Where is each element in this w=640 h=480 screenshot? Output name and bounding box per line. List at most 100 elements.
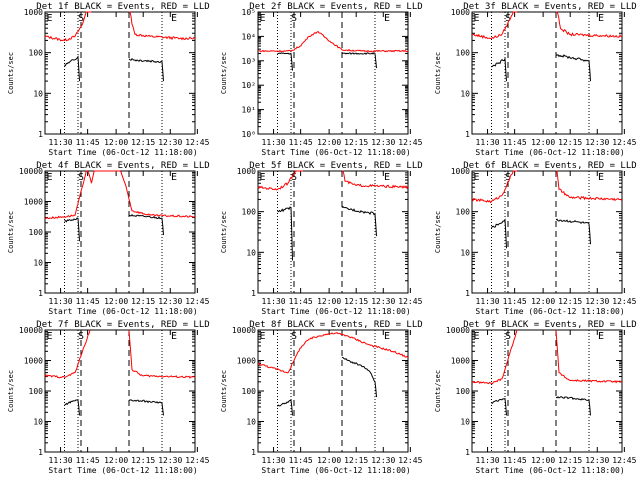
x-tick-label: 12:15 bbox=[558, 297, 582, 306]
x-tick-label: 11:30 bbox=[476, 138, 500, 147]
y-tick-label: 1 bbox=[38, 130, 43, 139]
x-tick-label: 12:45 bbox=[185, 297, 209, 306]
x-axis-label: Start Time (06-Oct-12 11:18:00) bbox=[261, 148, 410, 157]
event-marker-label: E bbox=[47, 172, 53, 183]
plot-frame bbox=[257, 11, 409, 135]
lld-series-line bbox=[471, 11, 517, 40]
x-tick-label: 12:30 bbox=[158, 297, 182, 306]
lld-series-line bbox=[128, 329, 196, 379]
events-series-line bbox=[341, 206, 377, 237]
x-tick-label: 12:45 bbox=[612, 456, 636, 465]
event-marker-label: S bbox=[78, 331, 84, 342]
x-tick-label: 12:45 bbox=[185, 138, 209, 147]
y-axis-label: Counts/sec bbox=[434, 52, 442, 94]
events-series-line bbox=[555, 218, 591, 245]
x-tick-label: 11:45 bbox=[289, 456, 313, 465]
y-tick-label: 100 bbox=[242, 208, 257, 217]
x-tick-label: 11:30 bbox=[476, 297, 500, 306]
x-tick-label: 11:45 bbox=[503, 456, 527, 465]
y-axis-label: Counts/sec bbox=[7, 370, 15, 412]
lld-series-line bbox=[257, 30, 409, 53]
event-marker-label: E bbox=[260, 331, 266, 342]
event-marker-label: E bbox=[598, 331, 604, 342]
panel-2: Det 2f BLACK = Events, RED = LLD 10⁰ 10¹ 10… bbox=[220, 2, 423, 157]
events-series-line bbox=[128, 57, 164, 82]
events-series-line bbox=[277, 399, 293, 416]
x-tick-label: 11:30 bbox=[262, 297, 286, 306]
x-tick-label: 12:15 bbox=[344, 138, 368, 147]
plot-frame bbox=[471, 11, 623, 135]
event-marker-label: E bbox=[474, 13, 480, 24]
x-axis-label: Start Time (06-Oct-12 11:18:00) bbox=[475, 307, 624, 316]
events-series-line bbox=[277, 206, 293, 261]
y-tick-label: 100 bbox=[456, 49, 471, 58]
panel-5: Det 5f BLACK = Events, RED = LLD 1 10 100 10… bbox=[220, 161, 423, 316]
events-series-line bbox=[491, 57, 507, 82]
event-marker-label: S bbox=[291, 172, 297, 183]
x-axis-label: Start Time (06-Oct-12 11:18:00) bbox=[48, 466, 197, 475]
x-axis-label: Start Time (06-Oct-12 11:18:00) bbox=[48, 148, 197, 157]
panel-title: Det 4f BLACK = Events, RED = LLD bbox=[36, 161, 209, 171]
event-marker-label: E bbox=[384, 172, 390, 183]
event-marker-label: S bbox=[505, 13, 511, 24]
panel-title: Det 5f BLACK = Events, RED = LLD bbox=[249, 161, 422, 171]
lld-series-line bbox=[555, 329, 623, 384]
panel-title: Det 3f BLACK = Events, RED = LLD bbox=[463, 2, 636, 12]
y-tick-label: 1000 bbox=[24, 198, 43, 207]
events-series-line bbox=[64, 217, 80, 242]
event-marker-label: E bbox=[171, 172, 177, 183]
panel-6: Det 6f BLACK = Events, RED = LLD 1 10 100 10… bbox=[434, 161, 637, 316]
lld-series-line bbox=[129, 11, 196, 41]
x-tick-label: 11:30 bbox=[476, 456, 500, 465]
lld-series-line bbox=[44, 329, 91, 379]
panel-title: Det 9f BLACK = Events, RED = LLD bbox=[463, 320, 636, 330]
event-marker-label: E bbox=[47, 13, 53, 24]
x-tick-label: 12:00 bbox=[317, 297, 341, 306]
y-tick-label: 10⁵ bbox=[242, 8, 256, 17]
x-tick-label: 12:15 bbox=[344, 456, 368, 465]
y-tick-label: 10000 bbox=[19, 326, 43, 335]
panel-title: Det 1f BLACK = Events, RED = LLD bbox=[36, 2, 209, 12]
x-tick-label: 12:30 bbox=[585, 456, 609, 465]
lld-series-line bbox=[257, 170, 303, 191]
plot-frame bbox=[44, 170, 196, 294]
x-tick-label: 11:45 bbox=[76, 297, 100, 306]
x-axis-label: Start Time (06-Oct-12 11:18:00) bbox=[48, 307, 197, 316]
y-tick-label: 10 bbox=[246, 418, 256, 427]
x-tick-label: 12:15 bbox=[558, 138, 582, 147]
x-tick-label: 11:30 bbox=[262, 456, 286, 465]
panel-4: Det 4f BLACK = Events, RED = LLD 1 10 100 10… bbox=[7, 161, 210, 316]
x-tick-label: 12:00 bbox=[317, 138, 341, 147]
y-axis-label: Counts/sec bbox=[434, 211, 442, 253]
y-tick-label: 1000 bbox=[237, 357, 256, 366]
lld-series-line bbox=[471, 329, 518, 385]
panel-1: Det 1f BLACK = Events, RED = LLD 1 10 100 10… bbox=[7, 2, 210, 157]
y-tick-label: 1 bbox=[465, 289, 470, 298]
y-tick-label: 1 bbox=[465, 130, 470, 139]
x-tick-label: 12:00 bbox=[104, 456, 128, 465]
plot-frame bbox=[471, 329, 623, 453]
y-tick-label: 10⁴ bbox=[242, 32, 256, 41]
event-marker-label: E bbox=[474, 172, 480, 183]
events-series-line bbox=[555, 54, 591, 82]
plot-frame bbox=[257, 170, 409, 294]
x-tick-label: 12:00 bbox=[531, 297, 555, 306]
event-marker-label: S bbox=[291, 331, 297, 342]
y-tick-label: 10000 bbox=[446, 326, 470, 335]
y-tick-label: 10 bbox=[33, 259, 43, 268]
y-tick-label: 10⁰ bbox=[242, 130, 256, 139]
lld-series-line bbox=[471, 170, 517, 204]
y-axis-label: Counts/sec bbox=[7, 211, 15, 253]
y-tick-label: 10 bbox=[33, 418, 43, 427]
event-marker-label: E bbox=[260, 13, 266, 24]
y-tick-label: 1 bbox=[38, 289, 43, 298]
event-marker-label: E bbox=[47, 331, 53, 342]
x-tick-label: 12:00 bbox=[531, 138, 555, 147]
event-marker-label: E bbox=[384, 331, 390, 342]
x-tick-label: 11:45 bbox=[76, 138, 100, 147]
y-tick-label: 1000 bbox=[237, 167, 256, 176]
plot-frame bbox=[44, 329, 196, 453]
event-marker-label: S bbox=[505, 172, 511, 183]
y-tick-label: 10² bbox=[242, 81, 256, 90]
